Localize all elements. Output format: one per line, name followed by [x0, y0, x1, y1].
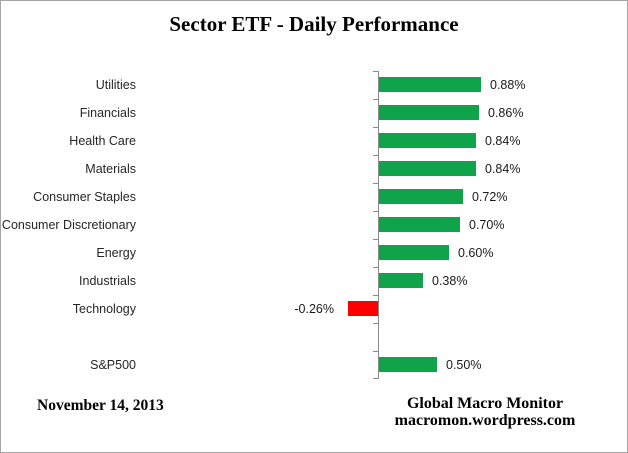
chart-row: Health Care 0.84%: [1, 127, 627, 155]
value-label: 0.84%: [485, 162, 521, 176]
axis-tick: [373, 155, 378, 156]
value-label: 0.88%: [490, 78, 526, 92]
value-axis: [373, 71, 379, 379]
bar-positive: [379, 161, 476, 176]
axis-tick: [373, 295, 378, 296]
category-label: Materials: [85, 162, 136, 176]
bar-positive: [379, 77, 481, 92]
category-label: Consumer Staples: [33, 190, 136, 204]
value-label: -0.26%: [294, 302, 334, 316]
axis-tick: [373, 99, 378, 100]
value-label: 0.70%: [469, 218, 505, 232]
chart-row: Financials 0.86%: [1, 99, 627, 127]
axis-tick: [373, 323, 378, 324]
category-label: Financials: [79, 106, 136, 120]
footer-date: November 14, 2013: [37, 397, 164, 414]
chart-row: Consumer Staples 0.72%: [1, 183, 627, 211]
category-label: Utilities: [95, 78, 136, 92]
value-label: 0.50%: [446, 358, 482, 372]
axis-tick: [373, 351, 378, 352]
axis-tick: [373, 71, 378, 72]
chart-row: Utilities 0.88%: [1, 71, 627, 99]
plot-area: Utilities 0.88% Financials 0.86% Health …: [1, 71, 627, 379]
value-label: 0.38%: [432, 274, 468, 288]
chart-row: Materials 0.84%: [1, 155, 627, 183]
chart-row: Consumer Discretionary 0.70%: [1, 211, 627, 239]
axis-tick: [373, 378, 378, 379]
footer-attribution: Global Macro Monitor macromon.wordpress.…: [375, 395, 595, 429]
chart-row: Energy 0.60%: [1, 239, 627, 267]
bar-positive: [379, 217, 460, 232]
attribution-source-url: macromon.wordpress.com: [394, 412, 576, 429]
attribution-source-name: Global Macro Monitor: [406, 395, 564, 412]
bar-positive: [379, 189, 463, 204]
axis-tick: [373, 267, 378, 268]
axis-tick: [373, 239, 378, 240]
value-label: 0.84%: [485, 134, 521, 148]
category-label: Health Care: [69, 134, 136, 148]
category-label: [1, 323, 136, 351]
category-label: Industrials: [79, 274, 136, 288]
category-label: S&P500: [90, 358, 136, 372]
value-label: 0.60%: [458, 246, 494, 260]
chart-title: Sector ETF - Daily Performance: [169, 12, 459, 36]
bar-negative: [348, 301, 378, 316]
category-label: Technology: [72, 302, 136, 316]
chart-row: [1, 323, 627, 351]
bar-positive: [379, 105, 479, 120]
value-label: 0.86%: [488, 106, 524, 120]
axis-tick: [373, 127, 378, 128]
bar-positive: [379, 245, 449, 260]
value-label: 0.72%: [472, 190, 508, 204]
category-label: Consumer Discretionary: [1, 218, 136, 232]
axis-tick: [373, 211, 378, 212]
category-label: Energy: [96, 246, 136, 260]
axis-tick: [373, 183, 378, 184]
bar-positive: [379, 133, 476, 148]
chart-row: Technology -0.26%: [1, 295, 627, 323]
bar-positive: [379, 273, 423, 288]
bar-positive: [379, 357, 437, 372]
chart-row: S&P500 0.50%: [1, 351, 627, 379]
chart-row: Industrials 0.38%: [1, 267, 627, 295]
